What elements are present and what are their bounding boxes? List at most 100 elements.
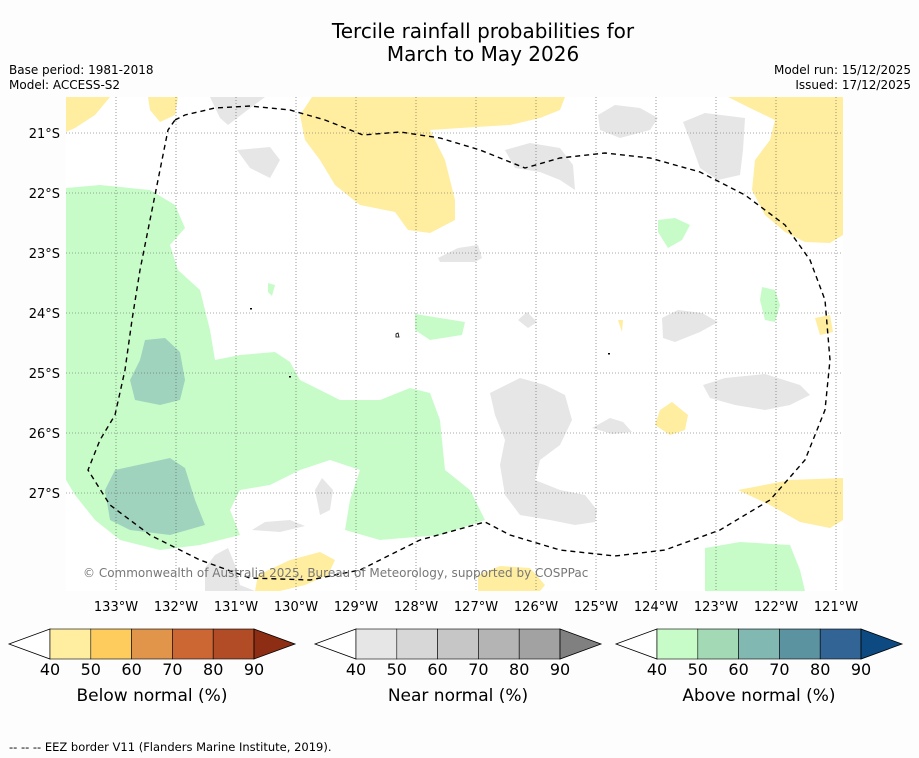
above-normal-region-1 [415,314,465,340]
colorbar-above-tick-60: 60 [728,660,749,679]
near-normal-region-8 [662,310,718,342]
colorbar-above-segment-50 [697,628,739,660]
colorbar-near-tick-60: 60 [427,660,448,679]
gridlines [66,97,843,591]
near-normal-region-4 [598,105,658,138]
below-normal-region-spot1 [655,402,688,435]
model-name: Model: ACCESS-S2 [9,78,121,92]
base-period: Base period: 1981-2018 [9,63,154,77]
below-normal-region-nw2 [148,97,178,122]
lon-label-126w: 126°W [514,600,558,615]
meta-right: Model run: 15/12/2025 Issued: 17/12/2025 [774,63,911,93]
near-normal-region-13 [252,520,305,532]
colorbar-near-segment-60 [437,628,479,660]
colorbar-below-under-extension [7,628,51,660]
title-line-2: March to May 2026 [386,42,580,66]
colorbar-above-over-extension [860,628,904,660]
model-run: Model run: 15/12/2025 [773,63,911,77]
near-normal-region-3 [505,143,575,190]
colorbar-above-segment-60 [738,628,780,660]
colorbar-below-segment-60 [131,628,173,660]
longitude-labels: 133°W 132°W 131°W 130°W 129°W 128°W 127°… [94,600,858,615]
below-normal-region-se [738,478,843,528]
title-line-1: Tercile rainfall probabilities for [331,19,635,43]
below-normal-region-spot3 [618,320,623,332]
near-normal-region-12 [315,478,333,515]
colorbar-below-tick-50: 50 [80,660,101,679]
lon-label-128w: 128°W [394,600,438,615]
lon-label-123w: 123°W [694,600,738,615]
copyright-notice: © Commonwealth of Australia 2025, Bureau… [83,566,588,580]
colorbar-above-label: Above normal (%) [682,686,836,706]
lon-label-124w: 124°W [634,600,678,615]
colorbar-near-segment-80 [518,628,561,660]
above-normal-core-2 [105,458,205,535]
lat-label-23s: 23°S [29,247,60,262]
colorbar-below-segment-70 [172,628,214,660]
colorbar-below-tick-40: 40 [39,660,61,679]
issued-date: Issued: 17/12/2025 [795,78,911,92]
eez-border [87,105,831,581]
near-normal-region-11 [592,418,632,434]
colorbar-below-segment-40 [49,628,92,660]
colorbar-above-segment-80 [819,628,862,660]
lon-label-122w: 122°W [754,600,798,615]
lat-label-25s: 25°S [29,367,60,382]
small-island-1 [395,332,400,338]
above-normal-region-2 [658,218,690,248]
near-normal-region-14 [205,548,255,591]
meta-left: Base period: 1981-2018 Model: ACCESS-S2 [9,63,154,93]
lat-label-27s: 27°S [29,487,60,502]
above-normal-core-1 [130,338,185,405]
lat-label-24s: 24°S [29,307,60,322]
colorbar-below-label: Below normal (%) [76,686,228,706]
colorbar-above-under-extension [614,628,658,660]
near-normal-region-6 [438,245,482,262]
near-normal-region-2 [237,147,280,178]
colorbar-near-tick-80: 80 [509,660,530,679]
near-normal-region-1 [210,97,265,125]
colorbar-near-tick-90: 90 [549,660,571,679]
colorbar-below-segment-80 [212,628,255,660]
colorbar-below-tick-80: 80 [203,660,224,679]
small-island-3 [289,376,291,378]
colorbar-near [313,628,603,660]
colorbar-near-label: Near normal (%) [387,686,529,706]
map-area [66,97,843,591]
lat-label-26s: 26°S [29,427,60,442]
colorbar-near-tick-50: 50 [386,660,407,679]
colorbar-near-segment-40 [355,628,398,660]
colorbar-below [7,628,297,660]
below-normal-region-s1 [255,552,335,591]
lon-label-127w: 127°W [454,600,498,615]
colorbar-above-tick-70: 70 [769,660,790,679]
colorbar-above-tick-80: 80 [810,660,831,679]
colorbar-near-tick-70: 70 [468,660,489,679]
colorbar-below-segment-50 [90,628,132,660]
lon-label-130w: 130°W [274,600,318,615]
colorbar-above-tick-40: 40 [646,660,668,679]
below-normal-region-nw [66,97,110,132]
near-normal-region-7 [518,312,537,328]
near-normal-region-9 [703,374,810,410]
colorbar-below-tick-60: 60 [121,660,142,679]
below-normal-region-spot2 [815,315,833,335]
colorbar-near-under-extension [313,628,357,660]
lon-label-121w: 121°W [814,600,858,615]
colorbar-above-tick-50: 50 [687,660,708,679]
colorbar-near-over-extension [559,628,603,660]
below-normal-region-north [300,97,565,233]
lat-label-21s: 21°S [29,127,60,142]
near-normal-region-10 [490,378,597,525]
chart-title: Tercile rainfall probabilities for March… [0,20,919,66]
above-normal-region-4 [268,283,275,296]
above-normal-region-se [705,542,805,591]
colorbar-above-segment-70 [779,628,821,660]
latitude-labels: 21°S 22°S 23°S 24°S 25°S 26°S 27°S [29,127,60,502]
colorbar-below-tick-90: 90 [243,660,265,679]
lon-label-132w: 132°W [154,600,198,615]
small-island-4 [608,353,610,355]
colorbar-above [614,628,904,660]
colorbar-near-tick-40: 40 [345,660,367,679]
